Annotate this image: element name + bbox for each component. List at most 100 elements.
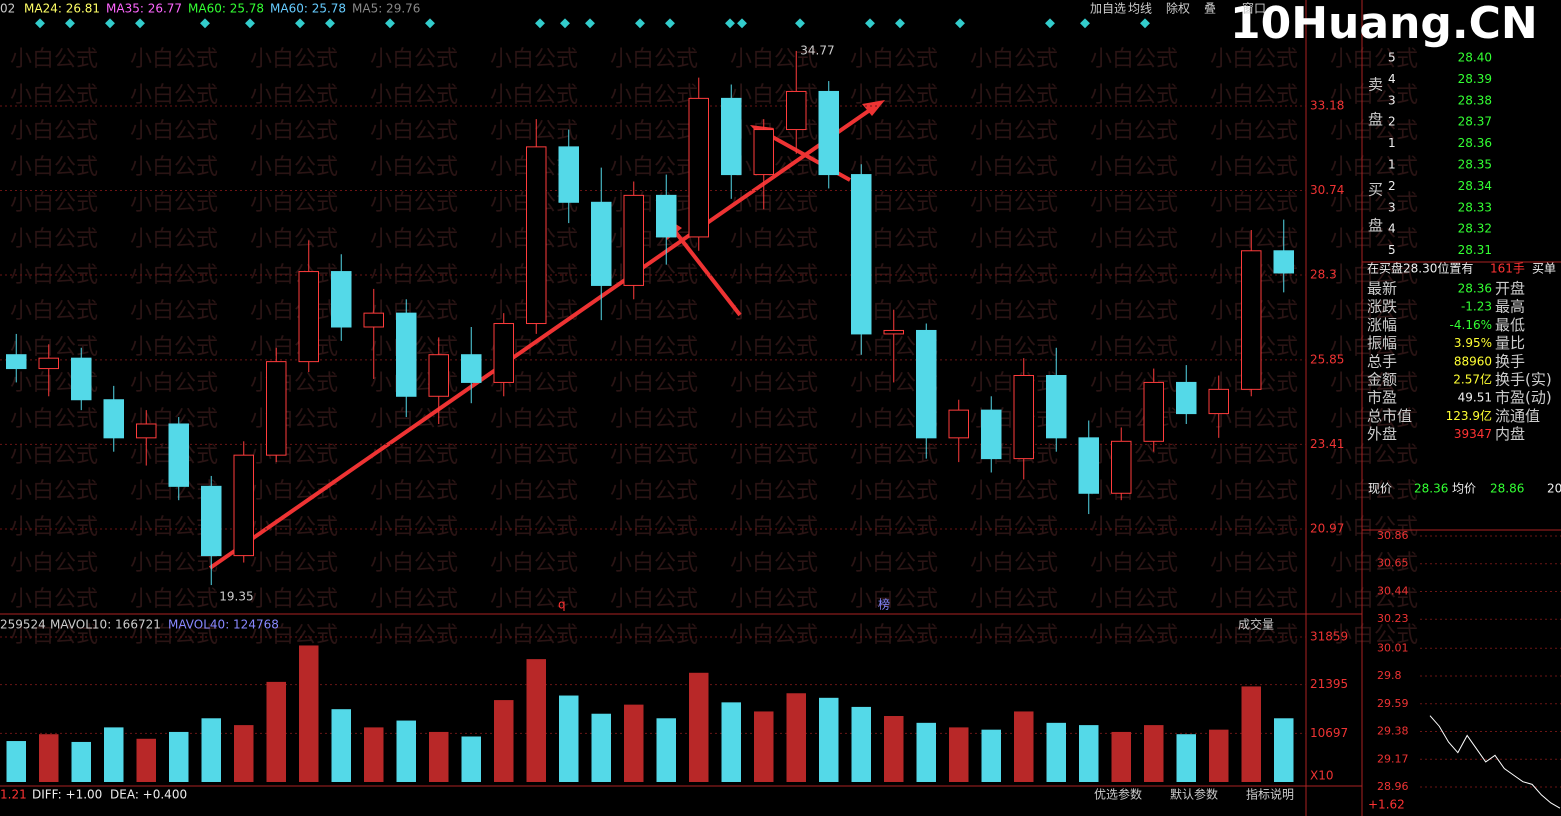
candle-body — [428, 354, 449, 397]
grid-watermark: 小白公式 — [370, 191, 458, 216]
indicator-button[interactable]: 优选参数 — [1094, 787, 1142, 802]
candle-body — [753, 129, 774, 176]
toolbar-button[interactable]: 均线 — [1128, 2, 1152, 16]
grid-watermark: 小白公式 — [1330, 335, 1418, 360]
volume-bar — [461, 736, 481, 782]
stat-label: 开盘 — [1495, 280, 1525, 298]
book-price: 28.31 — [1458, 243, 1492, 257]
grid-watermark: 小白公式 — [1210, 443, 1298, 468]
grid-watermark: 小白公式 — [10, 155, 98, 180]
grid-watermark: 小白公式 — [10, 479, 98, 504]
book-level: 1 — [1388, 136, 1396, 150]
y-tick-label: 33.18 — [1310, 98, 1344, 112]
diamond — [795, 18, 805, 29]
toolbar-button[interactable]: 叠 — [1204, 2, 1216, 16]
grid-watermark: 小白公式 — [730, 191, 818, 216]
grid-watermark: 小白公式 — [1330, 155, 1418, 180]
grid-watermark: 小白公式 — [490, 587, 578, 612]
book-level: 4 — [1388, 72, 1396, 86]
ma-label: 02 — [0, 2, 15, 16]
volume-bar — [1144, 725, 1164, 782]
grid-watermark: 小白公式 — [610, 263, 698, 288]
candle-body — [1273, 250, 1294, 274]
toolbar-button[interactable]: 加自选 — [1090, 2, 1126, 16]
grid-watermark: 小白公式 — [1210, 623, 1298, 648]
grid-watermark: 小白公式 — [10, 83, 98, 108]
grid-watermark: 小白公式 — [130, 119, 218, 144]
quote-item: 28.86 — [1490, 482, 1524, 496]
grid-watermark: 小白公式 — [1330, 263, 1418, 288]
grid-watermark: 小白公式 — [1090, 515, 1178, 540]
grid-watermark: 小白公式 — [490, 479, 578, 504]
grid-watermark: 小白公式 — [610, 407, 698, 432]
y-tick-label: 21395 — [1310, 677, 1348, 691]
y-tick-label: 30.23 — [1377, 612, 1409, 625]
y-tick-label: 29.17 — [1377, 752, 1409, 765]
candle-body — [1111, 440, 1132, 494]
volume-label: MAVOL10: 166721 — [50, 618, 161, 632]
grid-watermark: 小白公式 — [1090, 407, 1178, 432]
grid-watermark: 小白公式 — [1090, 227, 1178, 252]
trend-line — [208, 101, 882, 570]
candle-body — [298, 271, 319, 363]
grid-watermark: 小白公式 — [130, 263, 218, 288]
y-tick-label: 23.41 — [1310, 437, 1344, 451]
book-level: 5 — [1388, 51, 1396, 65]
grid-watermark: 小白公式 — [370, 227, 458, 252]
toolbar-button[interactable]: 窗口 — [1242, 2, 1266, 16]
toolbar-button[interactable]: 除权 — [1166, 1, 1190, 16]
grid-watermark: 小白公式 — [130, 335, 218, 360]
grid-watermark: 小白公式 — [1330, 227, 1418, 252]
candle-body — [6, 354, 27, 370]
volume-bar — [624, 704, 644, 782]
grid-watermark: 小白公式 — [250, 155, 338, 180]
volume-bar — [1209, 729, 1229, 782]
grid-watermark: 小白公式 — [10, 263, 98, 288]
grid-watermark: 小白公式 — [370, 155, 458, 180]
grid-watermark: 小白公式 — [370, 623, 458, 648]
grid-watermark: 小白公式 — [1090, 551, 1178, 576]
volume-bar — [884, 716, 904, 782]
book-level: 2 — [1388, 115, 1396, 129]
ma-label: MA5: 29.76 — [352, 2, 420, 16]
indicator-button[interactable]: 指标说明 — [1246, 787, 1294, 802]
stat-label: 换手 — [1495, 352, 1525, 370]
grid-watermark: 小白公式 — [1210, 587, 1298, 612]
grid-watermark: 小白公式 — [490, 551, 578, 576]
grid-watermark: 小白公式 — [610, 47, 698, 72]
candle-body — [851, 174, 872, 335]
indicator-selector[interactable]: 成交量 — [1238, 617, 1274, 632]
grid-watermark: 小白公式 — [490, 119, 578, 144]
candle-body — [136, 423, 157, 439]
arrow-head — [862, 100, 885, 116]
indicator-button[interactable]: 默认参数 — [1170, 787, 1218, 802]
y-tick-label: 31859 — [1310, 630, 1348, 644]
grid-watermark: 小白公式 — [490, 515, 578, 540]
candle-body — [786, 90, 807, 131]
grid-watermark: 小白公式 — [730, 299, 818, 324]
volume-bar — [689, 672, 709, 782]
grid-watermark: 小白公式 — [250, 227, 338, 252]
quote-item: 28.36 — [1414, 482, 1448, 496]
grid-watermark: 小白公式 — [490, 83, 578, 108]
grid-watermark: 小白公式 — [850, 443, 938, 468]
grid-watermark: 小白公式 — [1330, 299, 1418, 324]
volume-bar — [1079, 725, 1099, 782]
book-price: 28.32 — [1458, 222, 1492, 236]
stat-label: 市盈(动) — [1495, 389, 1552, 407]
grid-watermark: 小白公式 — [850, 551, 938, 576]
volume-bar — [949, 727, 969, 782]
grid-watermark: 小白公式 — [250, 407, 338, 432]
grid-watermark: 小白公式 — [970, 587, 1058, 612]
volume-bar — [266, 681, 286, 782]
volume-bar — [559, 695, 579, 782]
volume-bar — [71, 741, 91, 782]
grid-watermark: 小白公式 — [1210, 83, 1298, 108]
diamond — [585, 18, 595, 29]
grid-watermark: 小白公式 — [970, 515, 1058, 540]
candle-body — [103, 399, 124, 439]
volume-bar — [201, 718, 221, 782]
stat-value: 123.9亿 — [1446, 408, 1492, 423]
